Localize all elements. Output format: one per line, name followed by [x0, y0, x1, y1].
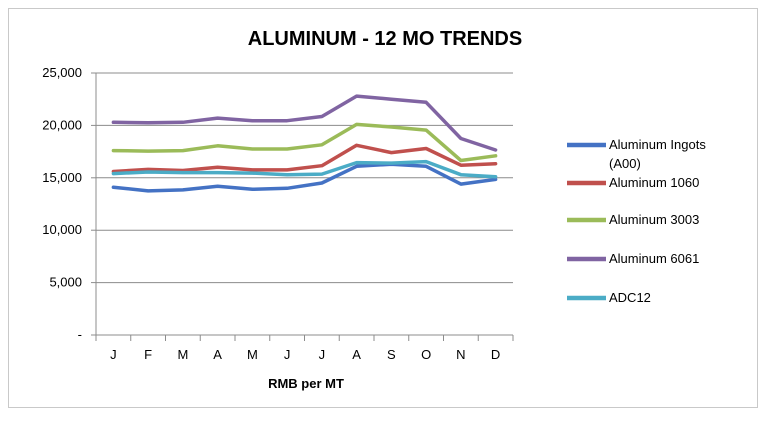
x-tick-label: A — [213, 347, 222, 362]
legend-label: Aluminum 3003 — [609, 212, 699, 227]
x-axis-label: RMB per MT — [268, 376, 344, 391]
series-lines — [111, 94, 498, 193]
x-tick-label: S — [387, 347, 396, 362]
y-tick-label: 20,000 — [42, 117, 82, 132]
y-axis-ticks: - 5,000 10,000 15,000 20,000 25,000 — [42, 65, 96, 342]
series-line — [111, 143, 498, 174]
x-tick-label: D — [491, 347, 500, 362]
chart-frame — [8, 8, 758, 408]
series-line — [111, 159, 498, 179]
series-line — [111, 122, 498, 163]
legend-label: Aluminum 6061 — [609, 251, 699, 266]
x-tick-label: N — [456, 347, 465, 362]
chart-title: ALUMINUM - 12 MO TRENDS — [248, 28, 522, 50]
series-line — [111, 162, 498, 193]
x-tick-label: J — [319, 347, 326, 362]
legend-label: Aluminum Ingots (A00) — [609, 137, 706, 171]
x-tick-label: O — [421, 347, 431, 362]
legend: Aluminum Ingots (A00) Aluminum 1060 Aluminu… — [567, 137, 706, 305]
x-tick-label: J — [110, 347, 117, 362]
x-tick-label: A — [352, 347, 361, 362]
y-tick-label: - — [78, 327, 82, 342]
x-tick-label: J — [284, 347, 291, 362]
y-tick-label: 10,000 — [42, 222, 82, 237]
y-tick-label: 5,000 — [49, 275, 82, 290]
legend-label: Aluminum 1060 — [609, 175, 699, 190]
x-tick-label: M — [247, 347, 258, 362]
x-tick-label: F — [144, 347, 152, 362]
grid-lines — [96, 72, 513, 284]
y-tick-label: 25,000 — [42, 65, 82, 80]
x-tick-label: M — [177, 347, 188, 362]
series-line — [111, 94, 498, 152]
y-tick-label: 15,000 — [42, 170, 82, 185]
legend-label: ADC12 — [609, 290, 651, 305]
